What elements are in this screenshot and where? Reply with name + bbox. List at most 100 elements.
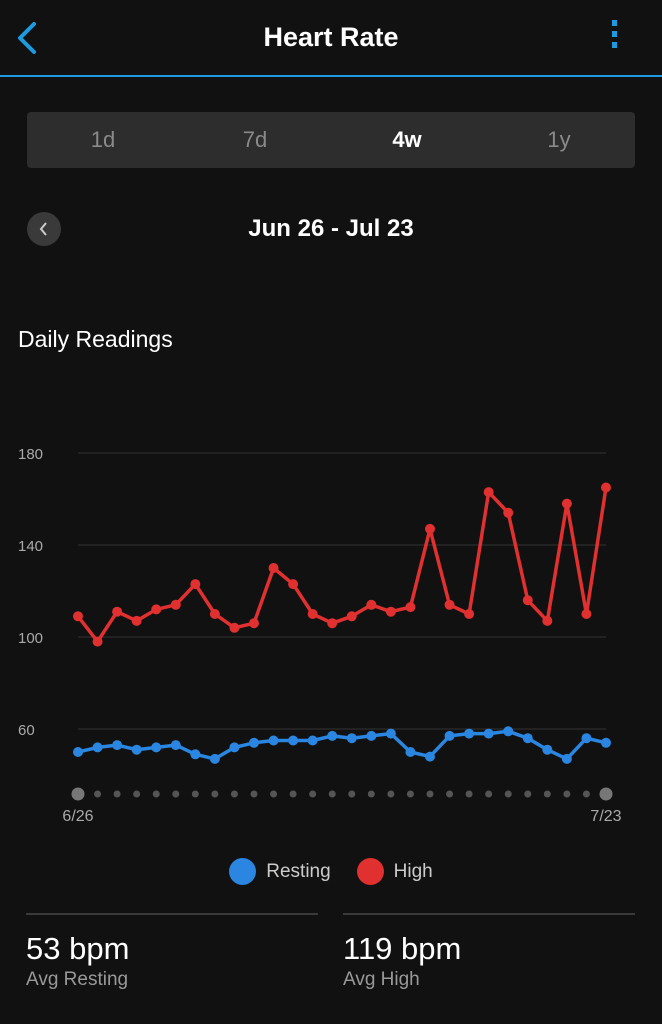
high-point[interactable] [542,615,553,626]
resting-line [77,729,607,761]
high-point[interactable] [366,599,377,610]
high-point[interactable] [346,611,357,622]
x-label-end: 7/23 [590,808,621,825]
high-point[interactable] [385,606,396,617]
date-marker [504,790,512,798]
high-point[interactable] [249,618,259,629]
resting-point[interactable] [249,737,259,748]
resting-point[interactable] [268,735,279,746]
chevron-left-icon [39,222,47,236]
high-point[interactable] [483,487,494,498]
high-point[interactable] [288,579,299,590]
resting-point[interactable] [92,742,103,753]
resting-point[interactable] [190,749,201,760]
resting-point[interactable] [601,737,611,748]
resting-point[interactable] [288,735,299,746]
chevron-left-icon [18,22,36,54]
high-point[interactable] [92,636,103,647]
high-point[interactable] [151,604,162,615]
tab-7d[interactable]: 7d [242,127,268,152]
high-point[interactable] [444,599,455,610]
date-marker [191,790,199,798]
date-marker [270,790,278,798]
high-point[interactable] [601,482,611,493]
high-point[interactable] [522,595,533,606]
legend-item-high[interactable]: High [356,858,433,885]
high-point[interactable] [581,609,592,619]
y-tick-label: 140 [18,538,43,555]
resting-point[interactable] [444,730,455,741]
resting-point[interactable] [522,733,533,744]
period-selector: 1d 7d 4w 1y [27,112,635,168]
date-marker [426,790,434,798]
avg-resting-stat: 53 bpm Avg Resting [26,913,318,991]
resting-point[interactable] [327,730,338,741]
high-point[interactable] [229,622,240,633]
date-marker [230,790,238,798]
resting-point[interactable] [581,733,592,744]
section-title: Daily Readings [18,326,173,352]
date-marker [465,790,473,798]
high-point[interactable] [464,609,475,619]
date-marker [524,790,532,798]
high-point[interactable] [209,609,220,619]
date-marker [211,790,219,798]
date-marker [563,790,571,798]
resting-point[interactable] [464,728,475,739]
previous-period-button[interactable] [27,212,61,246]
resting-point[interactable] [131,744,142,755]
tab-1d[interactable]: 1d [90,127,116,152]
stat-value: 119 bpm [343,931,462,966]
date-marker [387,790,395,798]
back-button[interactable] [10,18,46,58]
high-point[interactable] [327,618,338,629]
resting-point[interactable] [346,733,357,744]
date-marker [406,790,414,798]
legend-item-resting[interactable]: Resting [229,858,331,885]
high-point[interactable] [131,615,142,626]
tab-4w[interactable]: 4w [392,127,422,152]
date-marker [289,790,297,798]
resting-point[interactable] [209,753,220,764]
resting-point[interactable] [112,740,123,751]
more-vertical-icon [611,20,617,26]
resting-point[interactable] [542,744,553,755]
resting-point[interactable] [425,751,435,762]
date-marker [367,790,375,798]
tab-1y[interactable]: 1y [547,127,571,152]
date-handle[interactable] [71,787,85,801]
high-point[interactable] [307,609,318,619]
high-point[interactable] [561,498,572,509]
resting-point[interactable] [170,740,181,751]
high-point[interactable] [425,523,435,534]
more-menu-button[interactable] [604,20,624,56]
high-point[interactable] [190,579,201,590]
resting-point[interactable] [73,747,83,757]
date-marker [446,790,454,798]
resting-point[interactable] [151,742,162,753]
high-point[interactable] [268,563,279,573]
resting-point[interactable] [385,728,396,739]
chart-legend: Resting High [0,858,662,885]
high-point[interactable] [405,602,416,613]
high-point[interactable] [112,606,123,617]
app-header: Heart Rate [0,0,662,77]
resting-point[interactable] [561,753,572,764]
y-tick-label: 180 [18,446,43,463]
resting-point[interactable] [483,728,494,739]
resting-point[interactable] [366,730,377,741]
resting-point[interactable] [229,742,240,753]
resting-point[interactable] [503,726,514,737]
date-handle[interactable] [599,787,613,801]
y-tick-label: 60 [18,722,35,739]
resting-point[interactable] [405,747,416,757]
high-point[interactable] [73,611,83,622]
stat-label: Avg High [343,969,420,990]
date-marker [582,790,590,798]
resting-point[interactable] [307,735,318,746]
date-marker [250,790,258,798]
stat-value: 53 bpm [26,931,130,966]
resting-dot-icon [229,858,257,885]
high-point[interactable] [503,507,514,518]
high-point[interactable] [170,599,181,610]
